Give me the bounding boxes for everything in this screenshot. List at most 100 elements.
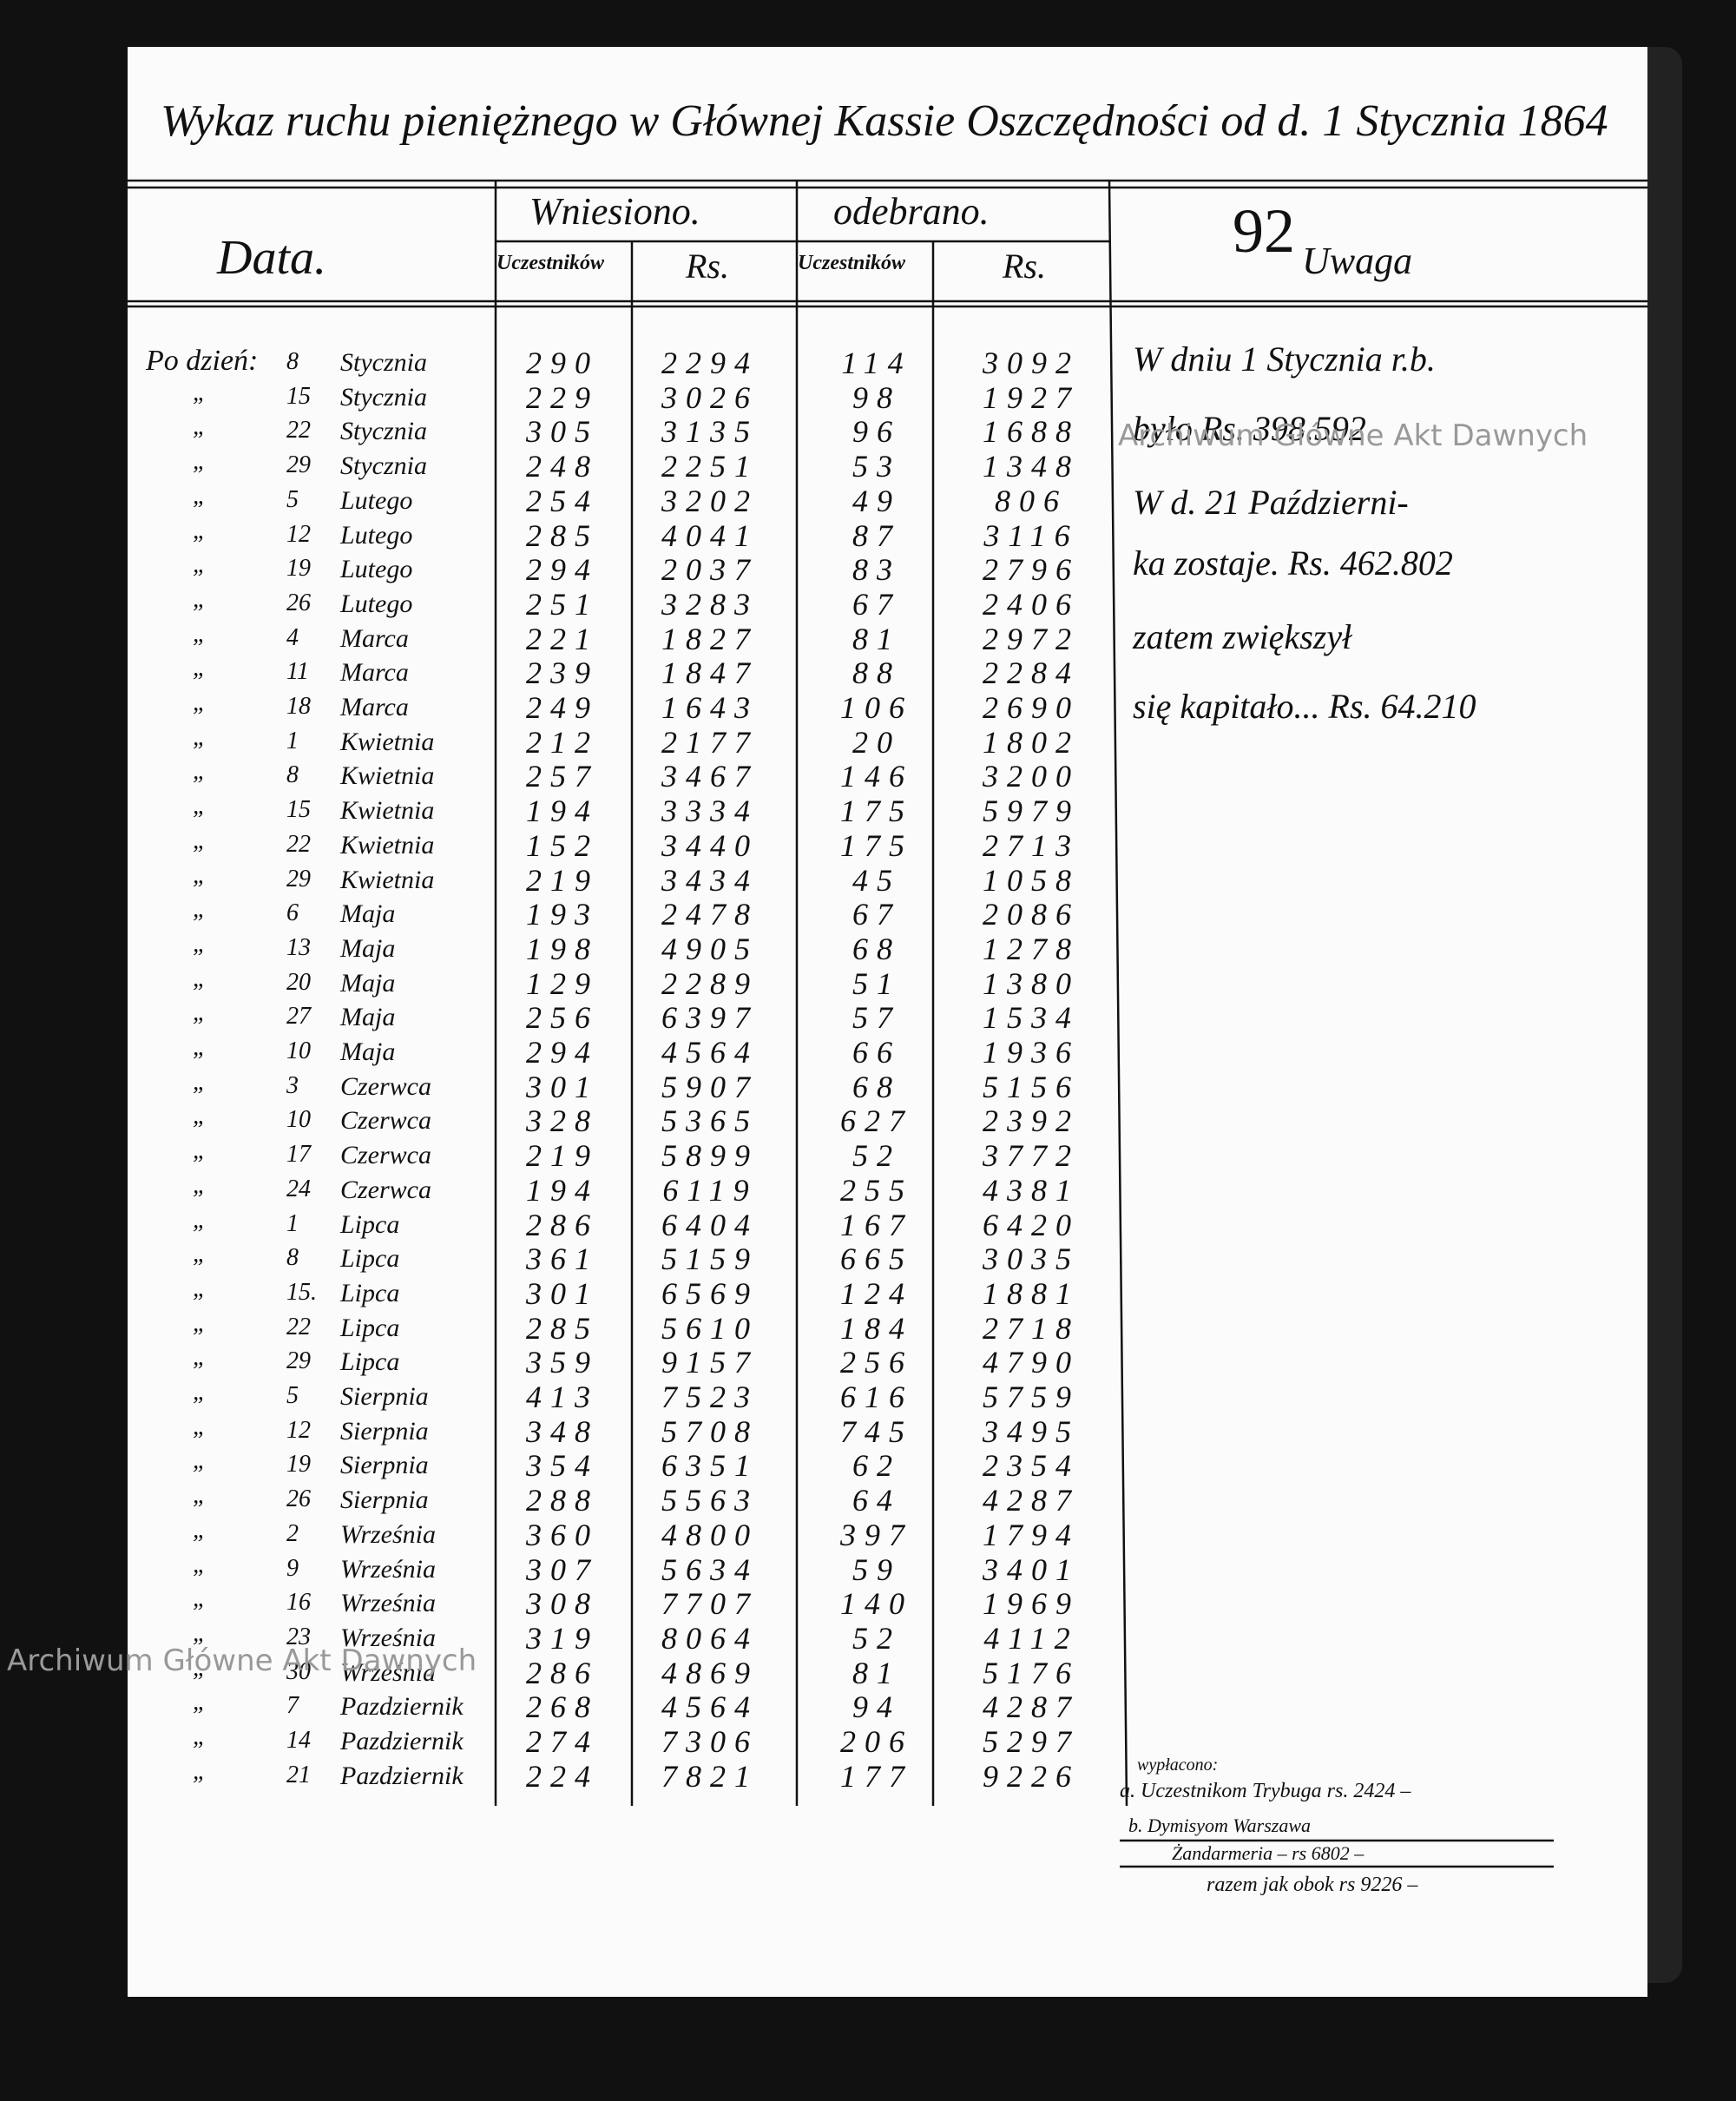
date-month: Czerwca bbox=[340, 1071, 431, 1101]
cell-number: 52 bbox=[852, 1620, 901, 1656]
cell-number: 5979 bbox=[983, 794, 1080, 829]
cell-number: 124 bbox=[840, 1275, 913, 1311]
cell-number: 45 bbox=[852, 862, 901, 898]
cell-number: 5159 bbox=[661, 1242, 759, 1277]
cell-number: 4381 bbox=[983, 1172, 1080, 1208]
cell-number: 4041 bbox=[661, 517, 759, 553]
ditto-mark: „ bbox=[193, 1034, 207, 1061]
date-day: 18 bbox=[286, 693, 311, 720]
cell-number: 361 bbox=[526, 1242, 599, 1277]
ditto-mark: „ bbox=[193, 620, 207, 648]
cell-number: 175 bbox=[840, 827, 913, 863]
page-edge bbox=[1647, 47, 1682, 1983]
cell-number: 5907 bbox=[661, 1069, 759, 1104]
cell-number: 4287 bbox=[983, 1689, 1080, 1725]
note-line: razem jak obok rs 9226 – bbox=[1207, 1874, 1418, 1896]
cell-number: 146 bbox=[840, 759, 913, 794]
cell-number: 2289 bbox=[661, 965, 759, 1001]
cell-number: 256 bbox=[840, 1345, 913, 1380]
cell-number: 286 bbox=[526, 1207, 599, 1242]
cell-number: 83 bbox=[852, 552, 901, 588]
cell-number: 3440 bbox=[661, 827, 759, 863]
date-day: 30 bbox=[286, 1657, 311, 1685]
cell-number: 87 bbox=[852, 517, 901, 553]
cell-number: 248 bbox=[526, 449, 599, 484]
cell-number: 301 bbox=[526, 1069, 599, 1104]
cell-number: 2086 bbox=[983, 897, 1080, 932]
date-day: 11 bbox=[286, 658, 309, 686]
title: Wykaz ruchu pieniężnego w Głównej Kassie… bbox=[161, 96, 1608, 146]
ditto-mark: „ bbox=[193, 1413, 207, 1440]
cell-number: 167 bbox=[840, 1207, 913, 1242]
cell-number: 3467 bbox=[661, 759, 759, 794]
date-month: Maja bbox=[340, 968, 396, 998]
date-day: 22 bbox=[286, 830, 311, 858]
cell-number: 665 bbox=[840, 1242, 913, 1277]
cell-number: 81 bbox=[852, 1655, 901, 1690]
cell-number: 288 bbox=[526, 1483, 599, 1518]
cell-number: 4790 bbox=[983, 1345, 1080, 1380]
date-day: 1 bbox=[286, 1209, 299, 1237]
cell-number: 3434 bbox=[661, 862, 759, 898]
cell-number: 212 bbox=[526, 724, 599, 760]
date-day: 8 bbox=[286, 1244, 299, 1272]
date-day: 22 bbox=[286, 1313, 311, 1340]
date-day: 21 bbox=[286, 1761, 311, 1788]
withdrawn-header: odebrano. bbox=[833, 190, 990, 233]
cell-number: 1802 bbox=[983, 724, 1080, 760]
cell-number: 1927 bbox=[983, 379, 1080, 415]
cell-number: 206 bbox=[840, 1724, 913, 1759]
cell-number: 4905 bbox=[661, 931, 759, 966]
ditto-mark: „ bbox=[193, 1482, 207, 1510]
cell-number: 9157 bbox=[661, 1345, 759, 1380]
ditto-mark: „ bbox=[193, 1171, 207, 1199]
cell-number: 307 bbox=[526, 1551, 599, 1587]
note-line: b. Dymisyom Warszawa bbox=[1128, 1814, 1312, 1836]
cell-number: 129 bbox=[526, 965, 599, 1001]
cell-number: 81 bbox=[852, 621, 901, 656]
cell-number: 194 bbox=[526, 794, 599, 829]
cell-number: 354 bbox=[526, 1448, 599, 1484]
cell-number: 193 bbox=[526, 897, 599, 932]
cell-number: 88 bbox=[852, 655, 901, 691]
ditto-mark: „ bbox=[193, 930, 207, 958]
note-line: Żandarmeria – rs 6802 – bbox=[1172, 1842, 1364, 1864]
date-month: Kwietnia bbox=[340, 761, 435, 791]
paper bbox=[128, 47, 1647, 1997]
date-month: Lutego bbox=[340, 589, 413, 618]
cell-number: 274 bbox=[526, 1724, 599, 1759]
cell-number: 3495 bbox=[983, 1413, 1080, 1449]
date-day: 12 bbox=[286, 1416, 311, 1444]
cell-number: 62 bbox=[852, 1448, 901, 1484]
cell-number: 1058 bbox=[983, 862, 1080, 898]
cell-number: 2284 bbox=[983, 655, 1080, 691]
cell-number: 2294 bbox=[661, 346, 759, 380]
date-day: 4 bbox=[286, 623, 299, 651]
date-day: 29 bbox=[286, 865, 311, 892]
cell-number: 2251 bbox=[661, 449, 759, 484]
date-day: 3 bbox=[286, 1071, 299, 1099]
cell-number: 194 bbox=[526, 1172, 599, 1208]
date-day: 17 bbox=[286, 1141, 311, 1169]
date-month: Lipca bbox=[340, 1244, 400, 1274]
date-day: 29 bbox=[286, 451, 311, 479]
ditto-mark: „ bbox=[193, 861, 207, 889]
ditto-mark: „ bbox=[193, 1344, 207, 1372]
participants-header: Uczestników bbox=[798, 252, 906, 274]
date-day: 10 bbox=[286, 1106, 311, 1134]
date-day: 15 bbox=[286, 796, 311, 824]
cell-number: 5563 bbox=[661, 1483, 759, 1518]
cell-number: 5759 bbox=[983, 1380, 1080, 1414]
date-day: 19 bbox=[286, 1451, 311, 1479]
ditto-mark: „ bbox=[193, 1068, 207, 1096]
date-day: 26 bbox=[286, 589, 311, 616]
date-day: 16 bbox=[286, 1589, 311, 1617]
cell-number: 285 bbox=[526, 1310, 599, 1346]
date-day: 23 bbox=[286, 1623, 311, 1650]
ditto-mark: „ bbox=[193, 1619, 207, 1647]
cell-number: 219 bbox=[526, 1138, 599, 1174]
cell-number: 4869 bbox=[661, 1655, 759, 1690]
cell-number: 177 bbox=[840, 1758, 913, 1794]
ditto-mark: „ bbox=[193, 1103, 207, 1130]
